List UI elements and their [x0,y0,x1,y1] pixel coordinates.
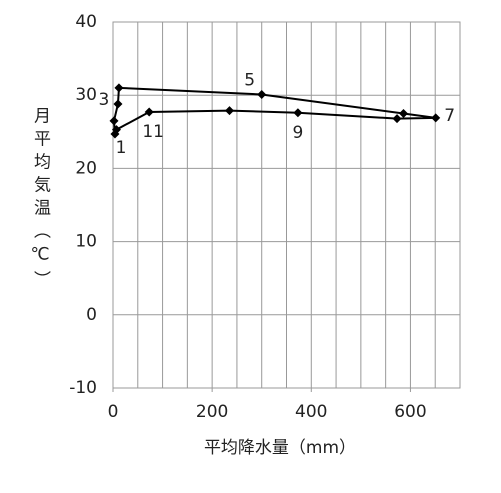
data-point [114,83,124,93]
point-label: 9 [292,123,303,143]
data-point [431,113,441,123]
plot-frame [112,21,461,389]
x-tick-label: 200 [196,402,228,422]
point-label: 1 [116,138,127,158]
point-label: 5 [244,70,255,90]
y-tick-label: 30 [75,85,97,105]
y-tick-label: 40 [75,12,97,32]
data-point [109,116,119,126]
data-point [257,89,267,99]
y-tick-label: 0 [86,305,97,325]
data-point [392,114,402,124]
x-tick-label: 400 [295,402,327,422]
data-point [293,108,303,118]
y-tick-label: 20 [75,158,97,178]
data-point [111,125,121,135]
data-point [144,107,154,117]
point-label: 3 [99,90,110,110]
point-label: 11 [142,122,164,142]
x-tick-label: 600 [394,402,426,422]
data-point [398,109,408,118]
data-point [113,99,123,109]
x-tick-label: 0 [108,402,119,422]
x-axis-title: 平均降水量（mm） [204,438,356,458]
data-point [224,106,234,116]
point-label: 7 [444,106,455,126]
y-axis-title: 月平均気温（℃） [30,107,51,294]
y-tick-label: -10 [69,378,97,398]
y-tick-label: 10 [75,232,97,252]
